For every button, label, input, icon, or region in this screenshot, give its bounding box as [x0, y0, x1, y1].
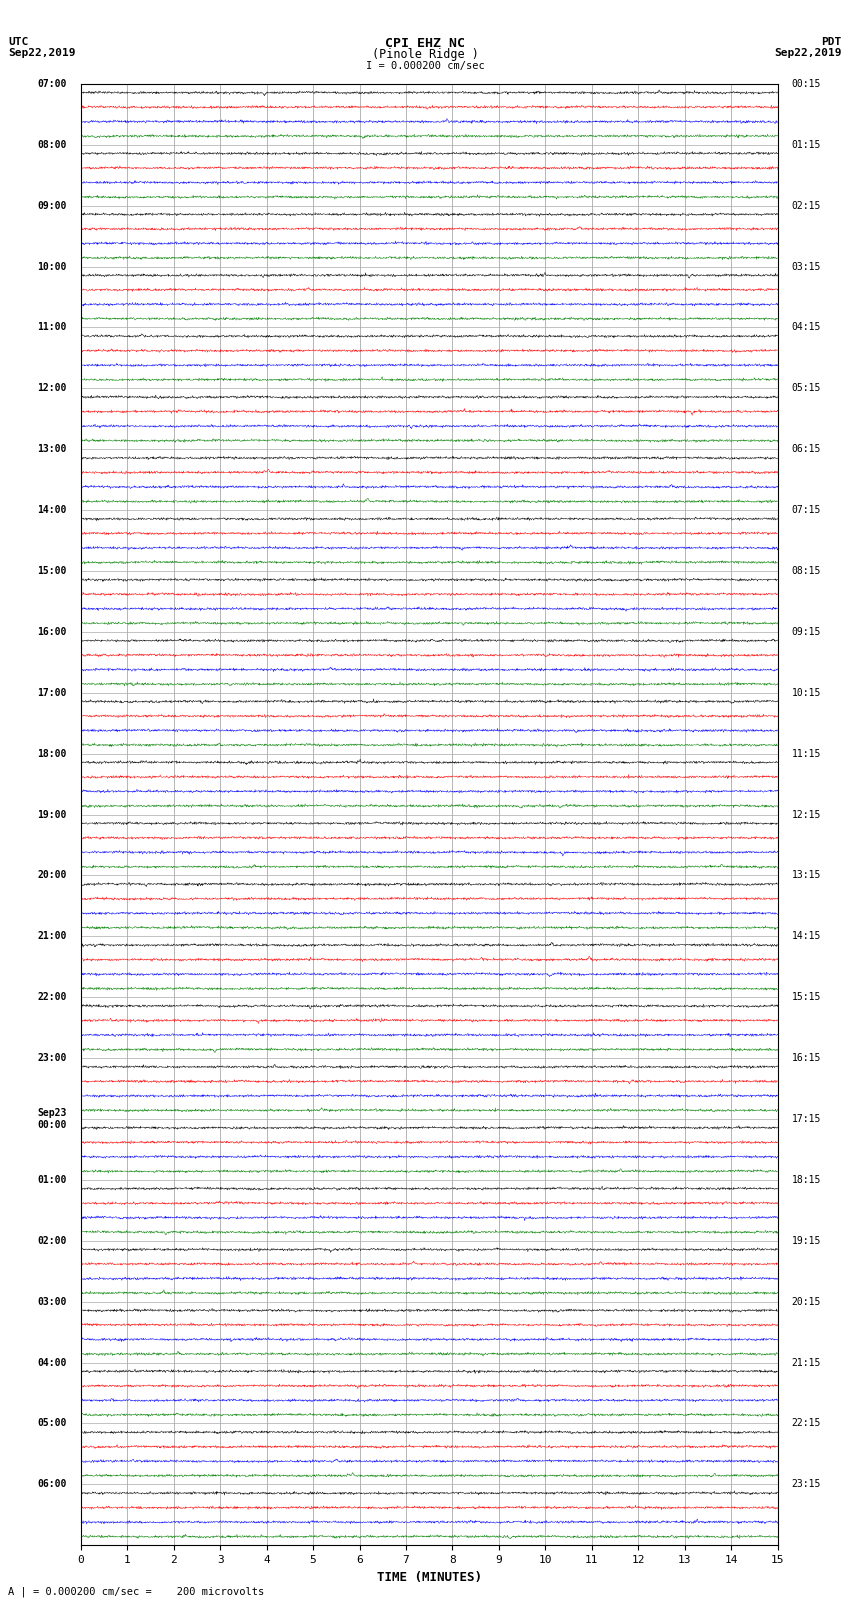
Text: UTC: UTC [8, 37, 29, 47]
Text: 15:00: 15:00 [37, 566, 67, 576]
Text: 01:00: 01:00 [37, 1174, 67, 1186]
Text: 13:00: 13:00 [37, 444, 67, 455]
Text: 02:15: 02:15 [791, 200, 821, 211]
Text: 10:15: 10:15 [791, 687, 821, 698]
Text: 10:00: 10:00 [37, 261, 67, 271]
Text: I = 0.000200 cm/sec: I = 0.000200 cm/sec [366, 61, 484, 71]
Text: Sep22,2019: Sep22,2019 [774, 48, 842, 58]
Text: 16:00: 16:00 [37, 627, 67, 637]
Text: 19:15: 19:15 [791, 1236, 821, 1245]
Text: 05:00: 05:00 [37, 1418, 67, 1429]
Text: 06:00: 06:00 [37, 1479, 67, 1489]
Text: Sep22,2019: Sep22,2019 [8, 48, 76, 58]
Text: 09:00: 09:00 [37, 200, 67, 211]
Text: 01:15: 01:15 [791, 140, 821, 150]
Text: 23:15: 23:15 [791, 1479, 821, 1489]
Text: Sep23
00:00: Sep23 00:00 [37, 1108, 67, 1129]
Text: 14:00: 14:00 [37, 505, 67, 515]
Text: 00:15: 00:15 [791, 79, 821, 89]
Text: PDT: PDT [821, 37, 842, 47]
Text: 04:00: 04:00 [37, 1358, 67, 1368]
Text: 22:15: 22:15 [791, 1418, 821, 1429]
Text: 16:15: 16:15 [791, 1053, 821, 1063]
Text: 12:00: 12:00 [37, 384, 67, 394]
Text: 18:15: 18:15 [791, 1174, 821, 1186]
Text: 08:00: 08:00 [37, 140, 67, 150]
Text: 07:15: 07:15 [791, 505, 821, 515]
Text: 07:00: 07:00 [37, 79, 67, 89]
Text: 20:15: 20:15 [791, 1297, 821, 1307]
X-axis label: TIME (MINUTES): TIME (MINUTES) [377, 1571, 482, 1584]
Text: 20:00: 20:00 [37, 871, 67, 881]
Text: 23:00: 23:00 [37, 1053, 67, 1063]
Text: 05:15: 05:15 [791, 384, 821, 394]
Text: 21:00: 21:00 [37, 931, 67, 942]
Text: 17:00: 17:00 [37, 687, 67, 698]
Text: 02:00: 02:00 [37, 1236, 67, 1245]
Text: 22:00: 22:00 [37, 992, 67, 1002]
Text: 17:15: 17:15 [791, 1115, 821, 1124]
Text: 19:00: 19:00 [37, 810, 67, 819]
Text: 14:15: 14:15 [791, 931, 821, 942]
Text: 11:00: 11:00 [37, 323, 67, 332]
Text: 12:15: 12:15 [791, 810, 821, 819]
Text: 03:00: 03:00 [37, 1297, 67, 1307]
Text: 18:00: 18:00 [37, 748, 67, 758]
Text: 08:15: 08:15 [791, 566, 821, 576]
Text: 15:15: 15:15 [791, 992, 821, 1002]
Text: (Pinole Ridge ): (Pinole Ridge ) [371, 48, 479, 61]
Text: 13:15: 13:15 [791, 871, 821, 881]
Text: 03:15: 03:15 [791, 261, 821, 271]
Text: CPI EHZ NC: CPI EHZ NC [385, 37, 465, 50]
Text: A | = 0.000200 cm/sec =    200 microvolts: A | = 0.000200 cm/sec = 200 microvolts [8, 1586, 264, 1597]
Text: 09:15: 09:15 [791, 627, 821, 637]
Text: 21:15: 21:15 [791, 1358, 821, 1368]
Text: 04:15: 04:15 [791, 323, 821, 332]
Text: 06:15: 06:15 [791, 444, 821, 455]
Text: 11:15: 11:15 [791, 748, 821, 758]
